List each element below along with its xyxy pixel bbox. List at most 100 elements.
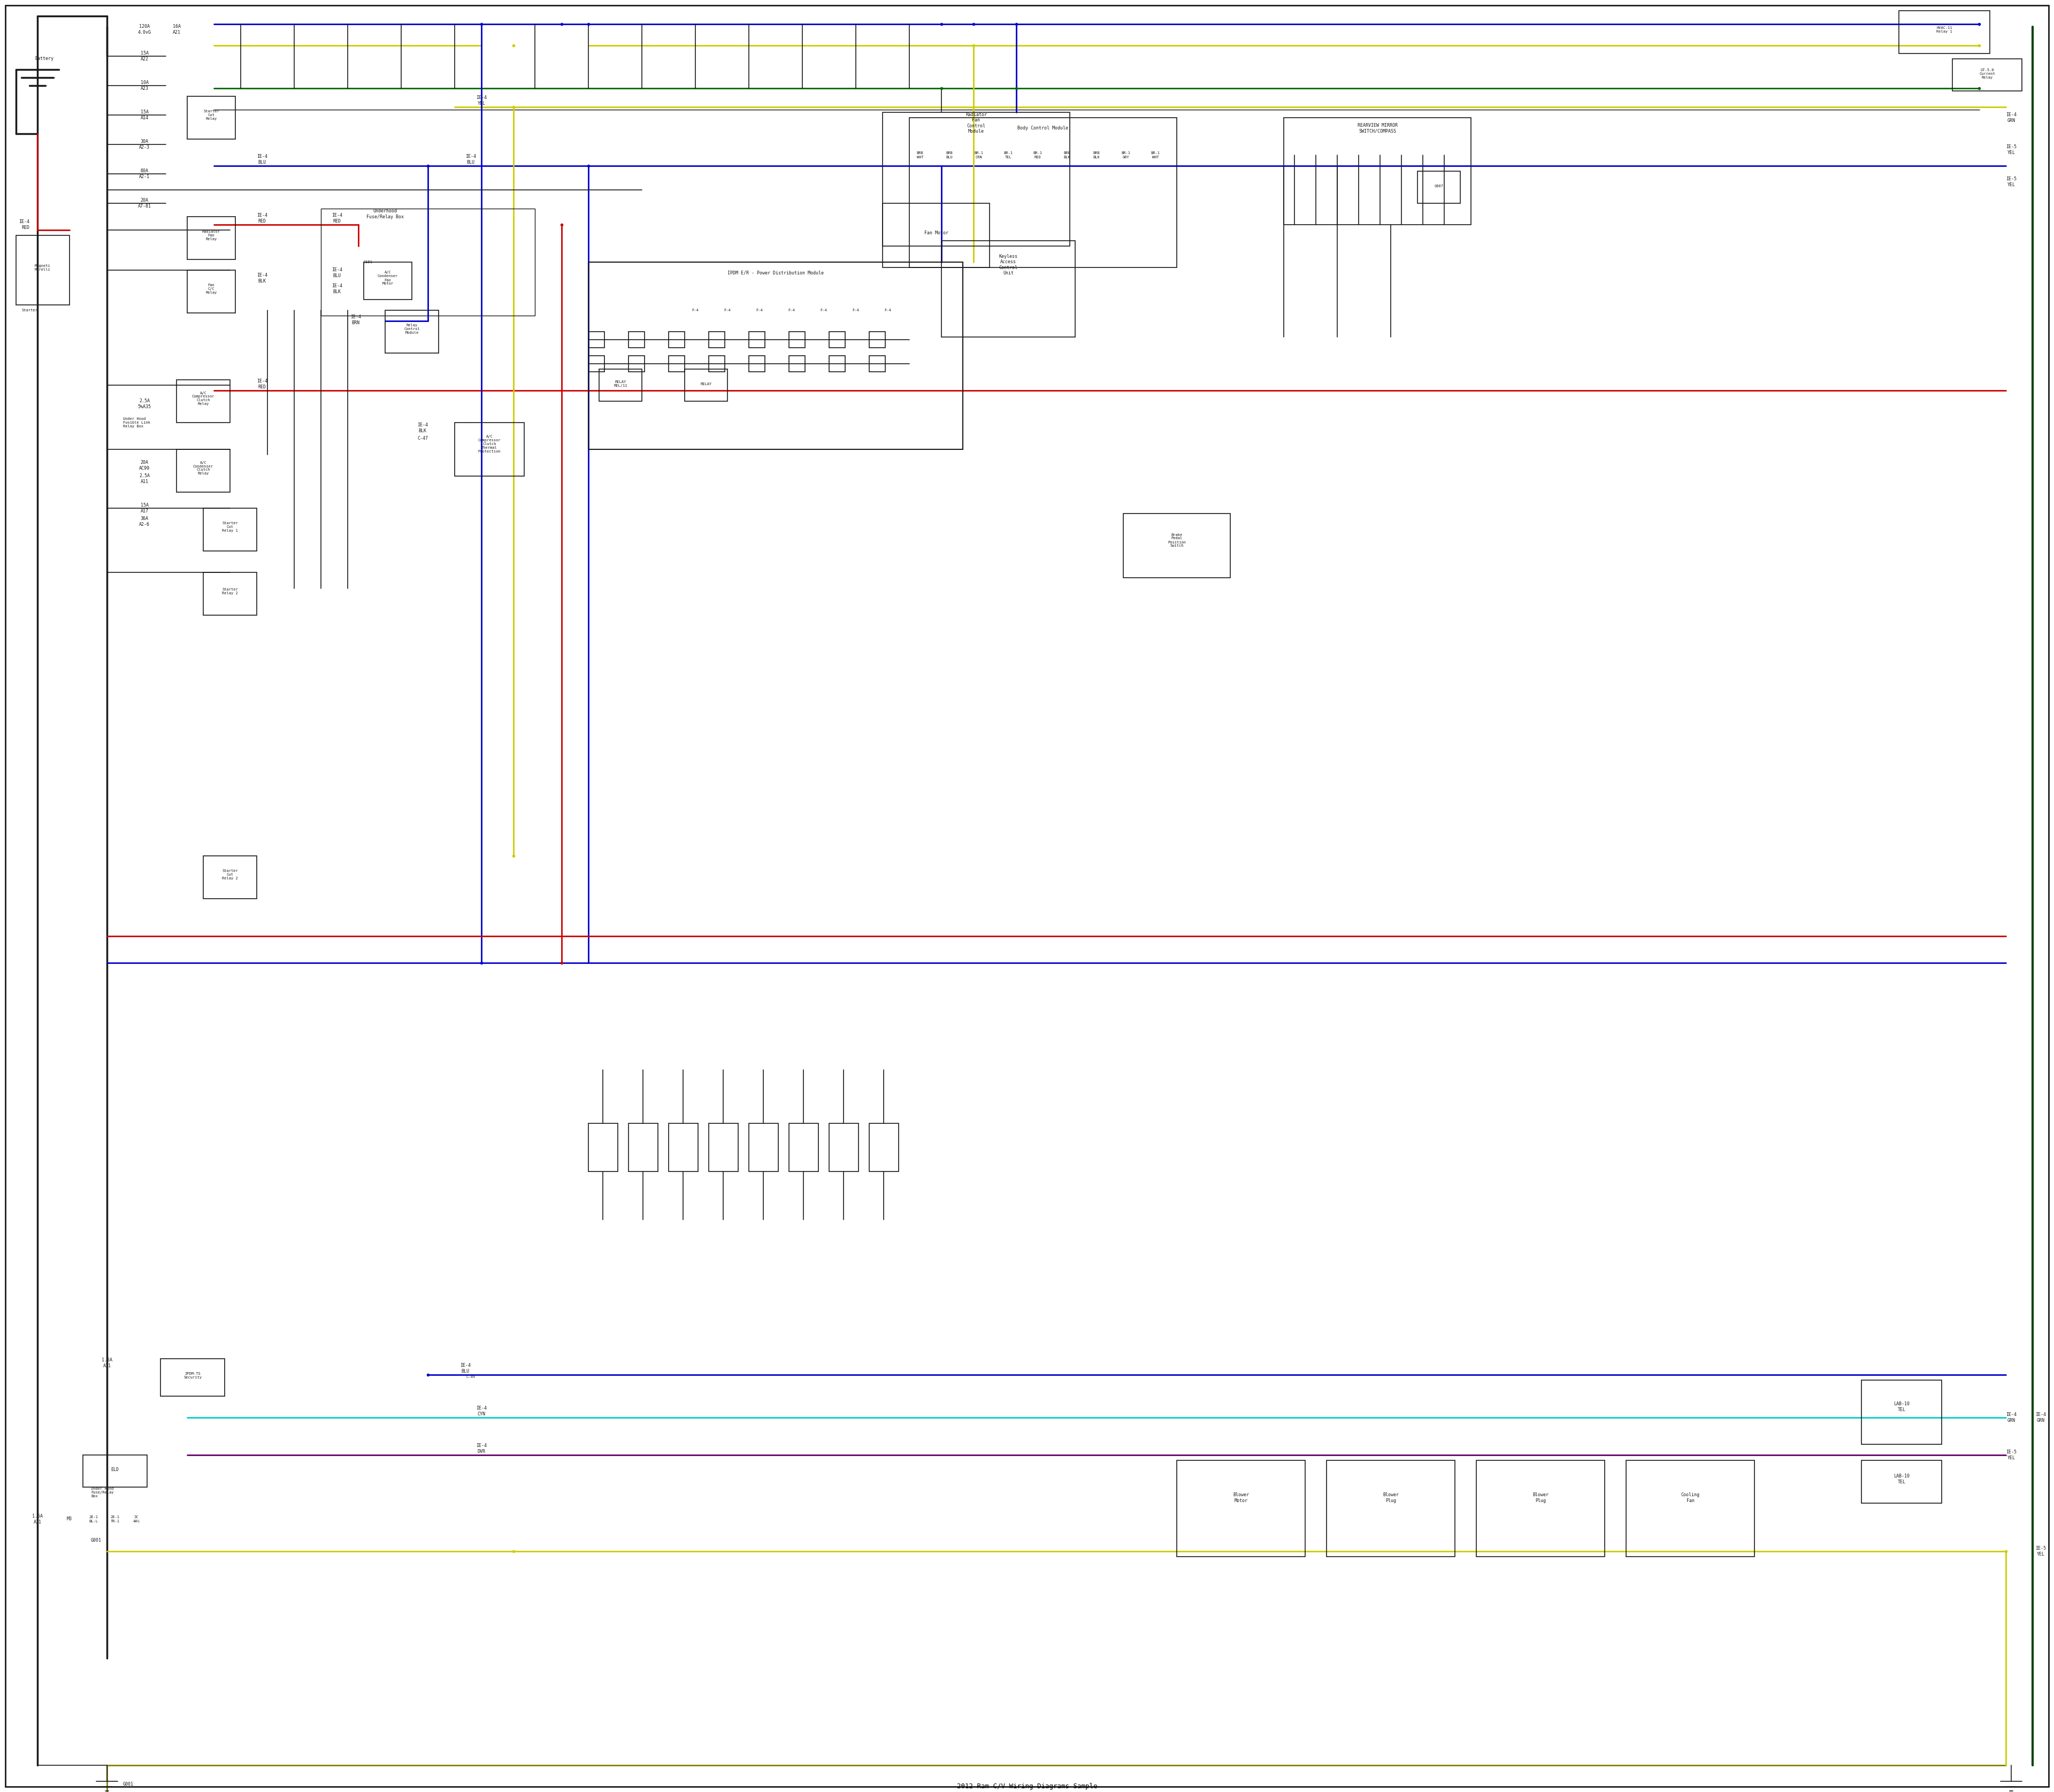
Bar: [203, 572, 257, 615]
Text: Body Control Module: Body Control Module: [1017, 125, 1068, 131]
Bar: [883, 113, 1070, 246]
Bar: [1417, 172, 1460, 202]
Text: G001: G001: [123, 1781, 134, 1787]
Bar: [629, 332, 645, 348]
Text: A/C
Condenser
Clutch
Relay: A/C Condenser Clutch Relay: [193, 461, 214, 475]
Text: IE-4
BLU: IE-4 BLU: [331, 267, 343, 278]
Text: F-4: F-4: [820, 308, 828, 312]
Text: BRB
BLK: BRB BLK: [1093, 152, 1101, 159]
Text: 36A
A2-6: 36A A2-6: [140, 516, 150, 527]
Bar: [670, 357, 684, 371]
Bar: [709, 357, 725, 371]
Text: BR-1
RED: BR-1 RED: [1033, 152, 1041, 159]
Text: 30A
A2-3: 30A A2-3: [140, 140, 150, 149]
Bar: [709, 1124, 737, 1172]
Text: GT-5.0
Current
Relay: GT-5.0 Current Relay: [1980, 68, 1994, 79]
Text: BRB
WHT: BRB WHT: [916, 152, 924, 159]
Bar: [187, 217, 236, 260]
Text: Starter
Cut
Relay 1: Starter Cut Relay 1: [222, 521, 238, 532]
Text: RELAY: RELAY: [700, 382, 713, 385]
Text: Radiator
Fan
Relay: Radiator Fan Relay: [201, 229, 220, 240]
Text: BR-1
TEL: BR-1 TEL: [1004, 152, 1013, 159]
Text: BRB
BLK: BRB BLK: [1064, 152, 1070, 159]
Text: Blower
Plug: Blower Plug: [1382, 1493, 1399, 1503]
Text: F-4: F-4: [885, 308, 891, 312]
Text: IPDM-TS
Security: IPDM-TS Security: [183, 1373, 201, 1380]
Bar: [454, 423, 524, 477]
Text: Cooling
Fan: Cooling Fan: [1680, 1493, 1699, 1503]
Text: BR-1
WHT: BR-1 WHT: [1150, 152, 1161, 159]
Text: G001: G001: [90, 1538, 101, 1543]
Text: IE-5
YEL: IE-5 YEL: [2036, 1546, 2046, 1557]
Bar: [600, 369, 641, 401]
Bar: [587, 332, 604, 348]
Text: BR-1
CRN: BR-1 CRN: [974, 152, 984, 159]
Text: IE-4
BLK: IE-4 BLK: [331, 283, 343, 294]
Text: IE-4
BLK: IE-4 BLK: [257, 272, 267, 283]
Text: Starter: Starter: [21, 308, 37, 312]
Text: REARVIEW MIRROR
SWITCH/COMPASS: REARVIEW MIRROR SWITCH/COMPASS: [1358, 124, 1397, 134]
Text: BR-1
GRY: BR-1 GRY: [1121, 152, 1130, 159]
Text: IE-5
YEL: IE-5 YEL: [2007, 1450, 2017, 1460]
Text: 2.5A
5%A35: 2.5A 5%A35: [138, 398, 152, 409]
Text: A/C
Compressor
Clutch
Relay: A/C Compressor Clutch Relay: [191, 391, 214, 405]
Text: F-4: F-4: [852, 308, 859, 312]
Text: IE-4
DVR: IE-4 DVR: [477, 1443, 487, 1453]
Text: C1D1: C1D1: [364, 260, 374, 263]
Bar: [629, 1124, 657, 1172]
Text: F-4: F-4: [692, 308, 698, 312]
Text: LAB-10
TEL: LAB-10 TEL: [1894, 1473, 1910, 1484]
Text: IE-4
BLK: IE-4 BLK: [417, 423, 427, 434]
Text: 120A
4.0vG: 120A 4.0vG: [138, 25, 152, 34]
Text: A/C
Condenser
Fan
Motor: A/C Condenser Fan Motor: [378, 271, 398, 285]
Text: 15A
A17: 15A A17: [140, 504, 148, 513]
Text: M3: M3: [68, 1516, 72, 1521]
Text: IE-4
GRN: IE-4 GRN: [2007, 1412, 2017, 1423]
Text: Fan Motor: Fan Motor: [924, 231, 949, 235]
Text: IE-4
GRN: IE-4 GRN: [2007, 113, 2017, 124]
Text: Relay
Control
Module: Relay Control Module: [405, 324, 419, 335]
Bar: [177, 450, 230, 493]
Bar: [203, 857, 257, 898]
Text: Blower
Motor: Blower Motor: [1232, 1493, 1249, 1503]
Bar: [941, 240, 1074, 337]
Text: 10A
A23: 10A A23: [140, 81, 148, 91]
Bar: [869, 1124, 900, 1172]
Bar: [789, 332, 805, 348]
Text: 15A
A14: 15A A14: [140, 109, 148, 120]
Text: 20A
A7-81: 20A A7-81: [138, 199, 152, 208]
Text: Brake
Pedal
Position
Switch: Brake Pedal Position Switch: [1167, 532, 1185, 548]
Text: 20A
AC99: 20A AC99: [140, 461, 150, 471]
Text: Starter
Cut
Relay: Starter Cut Relay: [203, 109, 220, 120]
Text: Starter
Relay 2: Starter Relay 2: [222, 588, 238, 595]
Bar: [177, 380, 230, 423]
Bar: [670, 1124, 698, 1172]
Text: Fan
C/C
Relay: Fan C/C Relay: [205, 283, 218, 294]
Text: F-4: F-4: [756, 308, 762, 312]
Text: IE-4
GRN: IE-4 GRN: [2036, 1412, 2046, 1423]
Text: IE-4
BLU: IE-4 BLU: [466, 154, 477, 165]
Text: C-47: C-47: [417, 435, 427, 441]
Bar: [629, 357, 645, 371]
Text: IE-5
YEL: IE-5 YEL: [2007, 177, 2017, 186]
Text: 1.5A
A11: 1.5A A11: [101, 1358, 113, 1367]
Bar: [187, 271, 236, 314]
Bar: [1477, 1460, 1604, 1557]
Bar: [82, 1455, 148, 1487]
Text: 16A
A21: 16A A21: [173, 25, 181, 34]
Text: IE-4
BRN: IE-4 BRN: [351, 315, 362, 324]
Bar: [750, 357, 764, 371]
Bar: [1327, 1460, 1454, 1557]
Text: F-4: F-4: [725, 308, 731, 312]
Bar: [869, 357, 885, 371]
Bar: [709, 332, 725, 348]
Text: BRB
BLU: BRB BLU: [947, 152, 953, 159]
Text: HVAC-11
Relay 1: HVAC-11 Relay 1: [1937, 25, 1951, 32]
Bar: [750, 1124, 778, 1172]
Text: IE-4
RED: IE-4 RED: [257, 378, 267, 389]
Text: IE-4
RED: IE-4 RED: [257, 213, 267, 224]
Bar: [364, 262, 413, 299]
Bar: [587, 357, 604, 371]
Text: 2E-1
BL-L: 2E-1 BL-L: [88, 1516, 99, 1523]
Text: IE-4
RED: IE-4 RED: [18, 219, 29, 229]
